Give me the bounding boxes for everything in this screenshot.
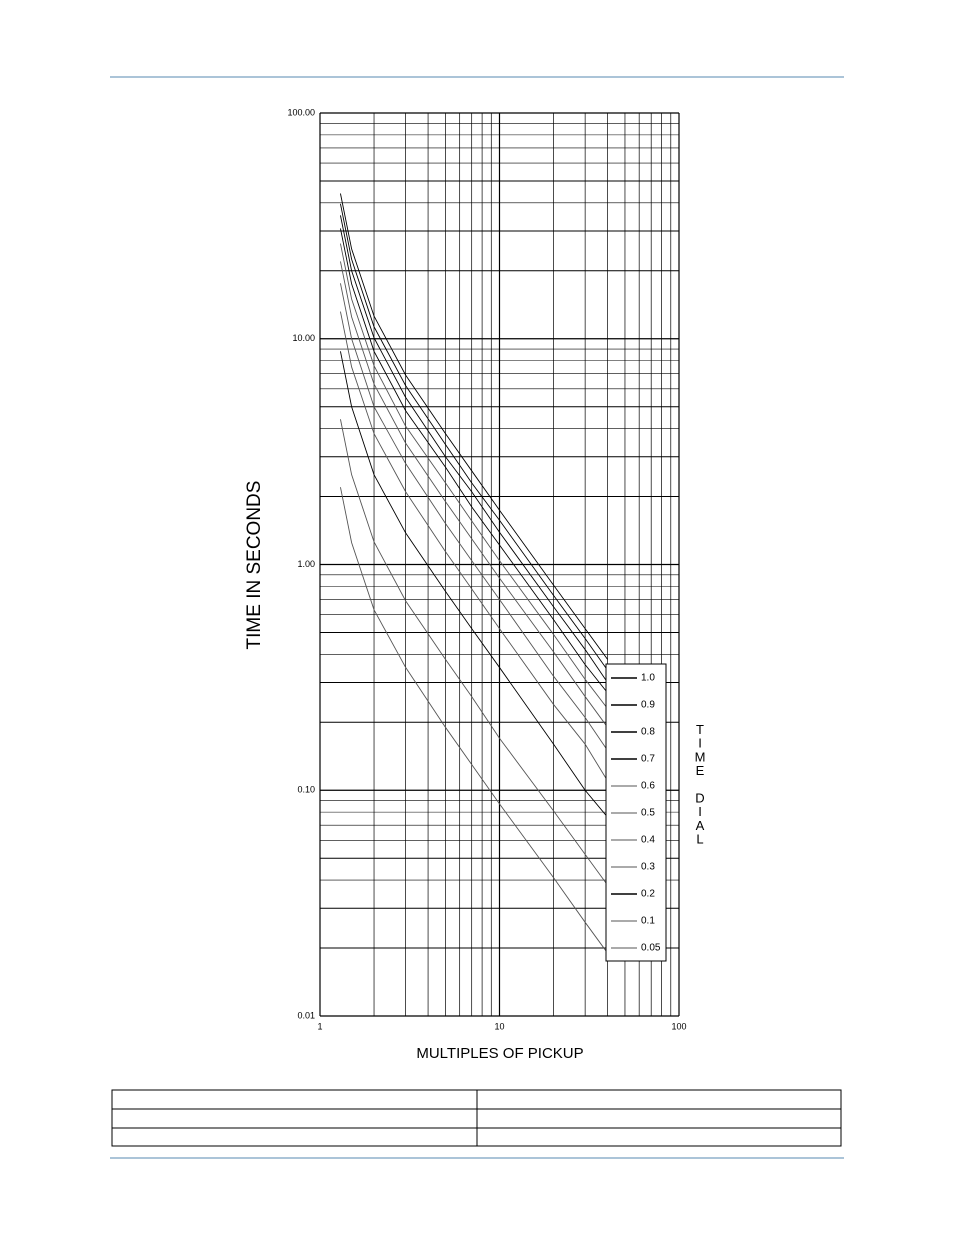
legend-label: 0.2: [641, 889, 655, 900]
legend-label: 1.0: [641, 673, 655, 684]
legend-label: 0.6: [641, 781, 655, 792]
x-tick-label: 100: [671, 1021, 686, 1031]
y-tick-label: 0.10: [297, 785, 315, 795]
curve: [340, 311, 608, 782]
y-axis-label: TIME IN SECONDS: [244, 481, 265, 650]
x-tick-label: 10: [494, 1021, 504, 1031]
legend-label: 0.3: [641, 862, 655, 873]
legend-box: [605, 663, 667, 962]
curve: [340, 487, 608, 954]
legend-label: 0.5: [641, 808, 655, 819]
chart: 0.01 0.10 1.00 10.00 100.00 1 10 100 1.0 0.9 0.8 0.…: [287, 107, 705, 1031]
curve: [340, 419, 608, 886]
x-axis-label: MULTIPLES OF PICKUP: [416, 1045, 583, 1062]
curve: [340, 228, 608, 694]
curve: [340, 351, 608, 818]
y-tick-label: 0.01: [297, 1010, 315, 1020]
curve: [340, 193, 608, 660]
y-tick-label: 100.00: [287, 107, 315, 117]
legend-label: 0.1: [641, 916, 655, 927]
curve: [340, 203, 608, 671]
y-tick-label: 10.00: [292, 333, 315, 343]
curve: [340, 215, 608, 683]
legend-label: 0.7: [641, 754, 655, 765]
curve: [340, 243, 608, 709]
legend-label: 0.8: [641, 727, 655, 738]
curve: [340, 261, 608, 728]
legend-label: 0.9: [641, 700, 655, 711]
y-tick-label: 1.00: [297, 559, 315, 569]
curve: [340, 283, 608, 751]
legend-label: 0.4: [641, 835, 655, 846]
table: [111, 1089, 842, 1147]
legend-label: 0.05: [641, 943, 661, 954]
x-tick-label: 1: [317, 1021, 322, 1031]
